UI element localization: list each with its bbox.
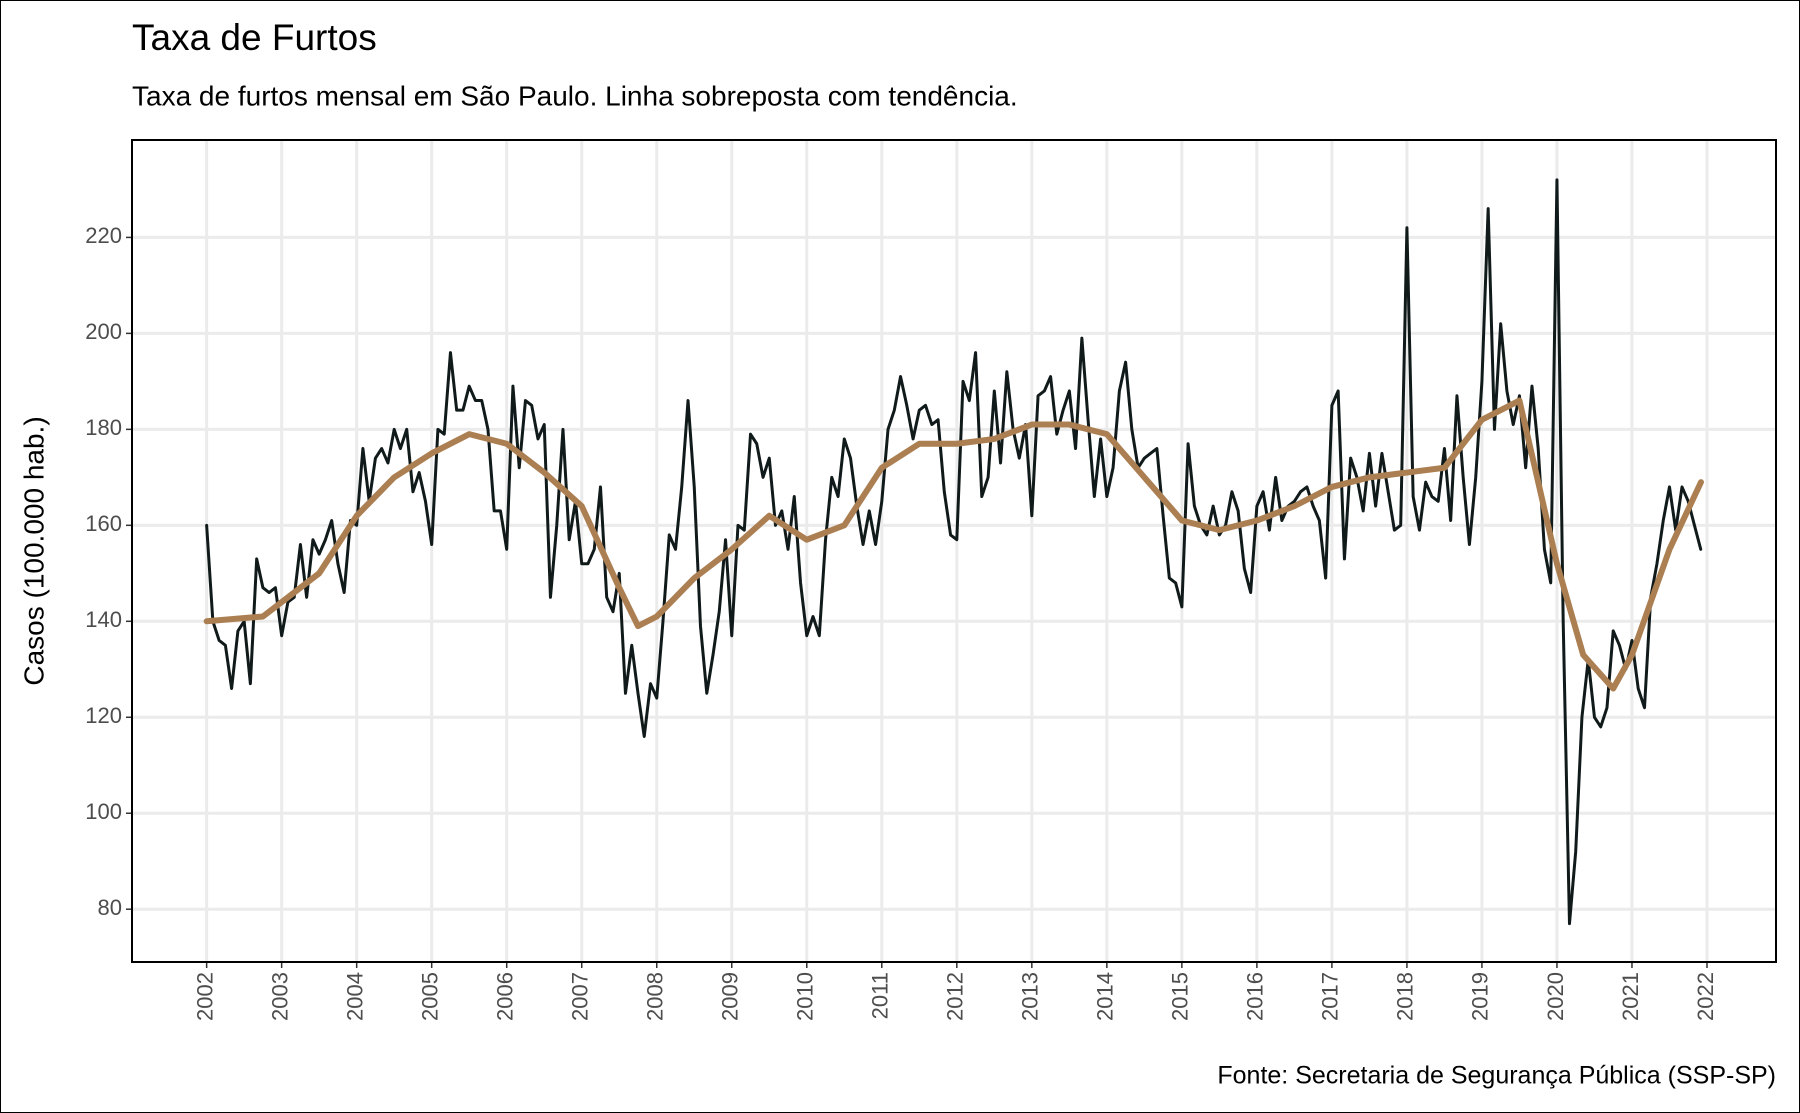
x-tick-label: 2014 bbox=[1093, 972, 1118, 1021]
y-axis-title: Casos (100.000 hab.) bbox=[18, 416, 49, 685]
x-tick-label: 2017 bbox=[1318, 972, 1343, 1021]
x-tick-label: 2016 bbox=[1243, 972, 1268, 1021]
y-tick-label: 160 bbox=[85, 511, 122, 536]
x-tick-label: 2013 bbox=[1018, 972, 1043, 1021]
x-tick-label: 2020 bbox=[1543, 972, 1568, 1021]
x-tick-label: 2022 bbox=[1693, 972, 1718, 1021]
y-tick-label: 120 bbox=[85, 703, 122, 728]
x-tick-label: 2021 bbox=[1618, 972, 1643, 1021]
x-tick-label: 2006 bbox=[493, 972, 518, 1021]
x-tick-label: 2009 bbox=[718, 972, 743, 1021]
x-tick-label: 2004 bbox=[342, 972, 367, 1021]
y-tick-label: 80 bbox=[98, 895, 122, 920]
series-line bbox=[203, 397, 1704, 692]
x-tick-label: 2011 bbox=[868, 972, 893, 1019]
x-tick-label: 2007 bbox=[568, 972, 593, 1021]
x-tick-label: 2005 bbox=[418, 972, 443, 1021]
x-tick-label: 2019 bbox=[1468, 972, 1493, 1021]
x-tick-label: 2012 bbox=[943, 972, 968, 1021]
series-line bbox=[205, 178, 1703, 926]
y-tick-label: 200 bbox=[85, 319, 122, 344]
x-tick-label: 2018 bbox=[1393, 972, 1418, 1021]
chart-title: Taxa de Furtos bbox=[132, 17, 377, 58]
x-tick-label: 2002 bbox=[192, 972, 217, 1021]
x-tick-label: 2015 bbox=[1168, 972, 1193, 1021]
y-tick-label: 140 bbox=[85, 607, 122, 632]
x-tick-label: 2010 bbox=[793, 972, 818, 1021]
x-tick-label: 2008 bbox=[643, 972, 668, 1021]
caption: Fonte: Secretaria de Segurança Pública (… bbox=[1217, 1062, 1776, 1090]
y-tick-label: 100 bbox=[85, 799, 122, 824]
y-tick-label: 180 bbox=[85, 415, 122, 440]
x-tick-label: 2003 bbox=[267, 972, 292, 1021]
chart-subtitle: Taxa de furtos mensal em São Paulo. Linh… bbox=[132, 80, 1018, 111]
plot-border bbox=[131, 139, 1777, 963]
y-tick-label: 220 bbox=[85, 223, 122, 248]
